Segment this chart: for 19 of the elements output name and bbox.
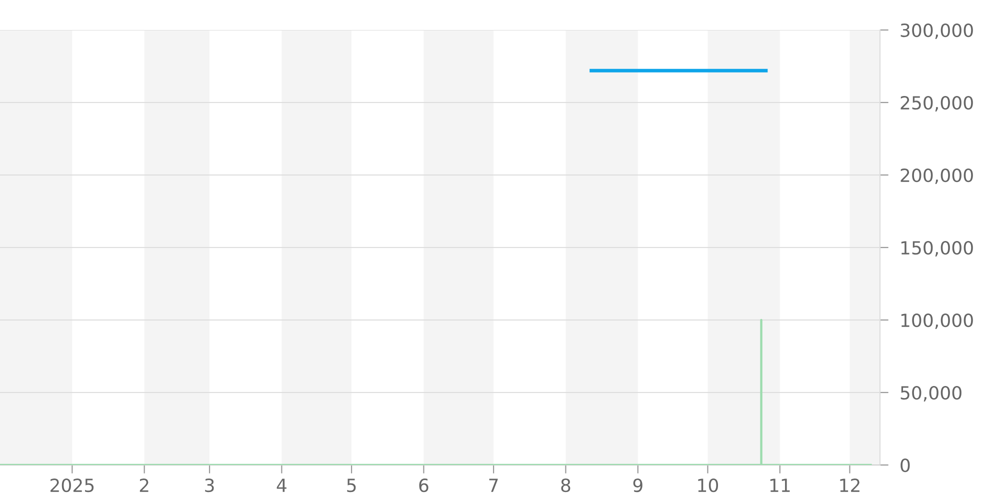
y-tick-label: 300,000: [900, 23, 973, 39]
x-tick-label: 12: [840, 478, 860, 492]
x-tick-label: 10: [698, 478, 718, 492]
y-tick-label: 0: [900, 458, 910, 472]
x-tick-label: 8: [561, 478, 570, 492]
x-tick-label: 3: [205, 478, 214, 492]
y-tick-label: 200,000: [900, 168, 973, 184]
x-tick-label: 9: [633, 478, 642, 492]
x-tick-label: 4: [276, 478, 286, 492]
x-tick-label: 11: [770, 478, 790, 492]
x-tick-label: 6: [419, 478, 428, 492]
y-tick-label: 250,000: [900, 96, 973, 112]
y-tick-label: 50,000: [900, 386, 962, 402]
x-tick-label: 5: [347, 478, 356, 492]
x-tick-label: 7: [489, 478, 498, 492]
x-tick-label: 2: [140, 478, 148, 492]
x-tick-label: 2025: [50, 478, 94, 492]
y-tick-label: 100,000: [901, 313, 973, 329]
y-tick-label: 150,000: [901, 240, 973, 256]
